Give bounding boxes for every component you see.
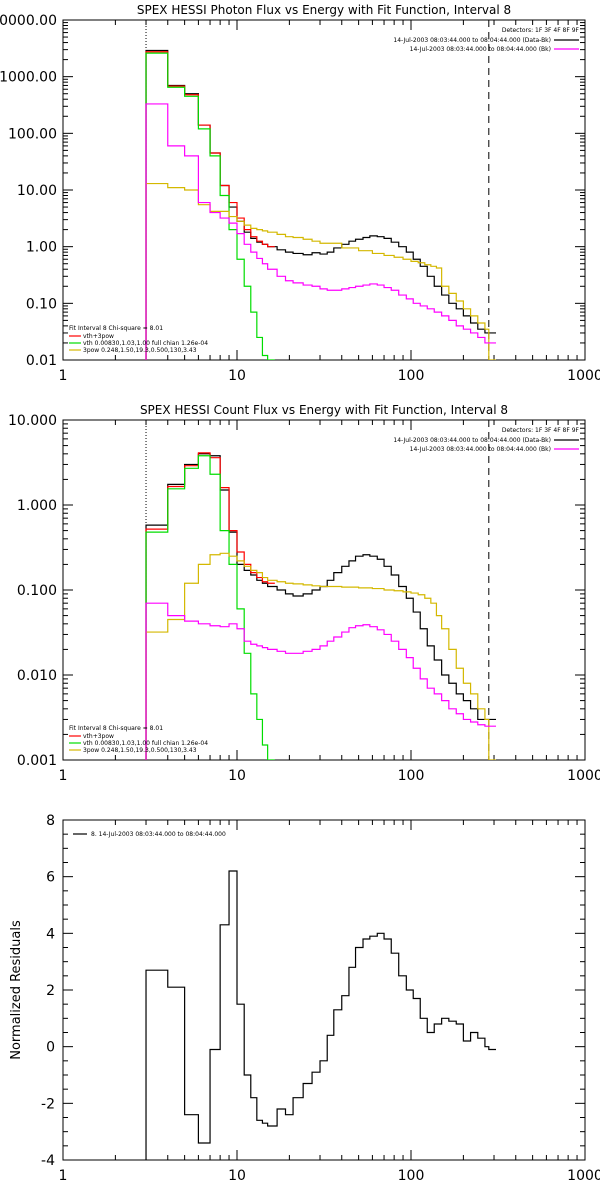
x-tick-label: 1 bbox=[59, 768, 68, 784]
legend-entry-label: 14-Jul-2003 08:03:44.000 to 08:04:44.000… bbox=[410, 46, 551, 53]
y-tick-label: 0.100 bbox=[17, 583, 57, 599]
x-tick-label: 1 bbox=[59, 1168, 68, 1184]
y-tick-label: 8 bbox=[46, 813, 55, 829]
plot-area bbox=[145, 49, 497, 360]
legend-entry-label: 14-Jul-2003 08:03:44.000 to 08:04:44.000… bbox=[393, 37, 551, 44]
legend-entry-label: 14-Jul-2003 08:03:44.000 to 08:04:44.000… bbox=[393, 437, 551, 444]
x-tick-label: 1000 bbox=[567, 768, 600, 784]
y-tick-label: 10.000 bbox=[8, 413, 57, 429]
series-line-vth bbox=[145, 52, 275, 360]
y-tick-label: 0 bbox=[46, 1040, 55, 1056]
chart-title: SPEX HESSI Photon Flux vs Energy with Fi… bbox=[137, 3, 511, 17]
legend-topright: Detectors: 1F 3F 4F 8F 9F 14-Jul-2003 08:… bbox=[393, 427, 579, 453]
plot-area bbox=[145, 452, 497, 760]
x-tick-label: 10 bbox=[228, 368, 246, 384]
y-axis-label: Normalized Residuals bbox=[9, 920, 24, 1060]
legend-entry-label: 8. 14-Jul-2003 08:03:44.000 to 08:04:44.… bbox=[91, 831, 226, 838]
legend-entry-label: 14-Jul-2003 08:03:44.000 to 08:04:44.000… bbox=[410, 446, 551, 453]
y-tick-label: 1.00 bbox=[26, 240, 57, 256]
x-tick-label: 10 bbox=[228, 768, 246, 784]
series-line-vth-3pow bbox=[145, 452, 275, 760]
legend-title: Detectors: 1F 3F 4F 8F 9F bbox=[502, 427, 580, 434]
series-line-3pow bbox=[145, 182, 497, 360]
plot-area bbox=[145, 870, 497, 1160]
chart-panel-2: SPEX HESSI Count Flux vs Energy with Fit… bbox=[8, 403, 600, 784]
y-tick-label: 0.01 bbox=[26, 353, 57, 369]
legend-entry-label: vth 0.00830,1.03,1.00 full chian 1.26e-0… bbox=[83, 340, 208, 347]
y-tick-label: 6 bbox=[46, 870, 55, 886]
plot-frame bbox=[62, 819, 586, 1161]
series-line-3pow bbox=[145, 552, 497, 760]
legend-entry-label: vth+3pow bbox=[83, 333, 114, 340]
legend-topleft: 8. 14-Jul-2003 08:03:44.000 to 08:04:44.… bbox=[73, 831, 226, 838]
legend-title: Fit Interval 8 Chi-square = 8.01 bbox=[69, 725, 163, 732]
y-tick-label: 0.010 bbox=[17, 668, 57, 684]
x-tick-label: 100 bbox=[398, 368, 425, 384]
chart-panel-1: SPEX HESSI Photon Flux vs Energy with Fi… bbox=[0, 3, 600, 384]
x-tick-label: 100 bbox=[398, 1168, 425, 1184]
y-tick-label: -4 bbox=[41, 1153, 55, 1169]
y-tick-label: 1.000 bbox=[17, 498, 57, 514]
y-tick-label: 2 bbox=[46, 983, 55, 999]
chart-title: SPEX HESSI Count Flux vs Energy with Fit… bbox=[140, 403, 508, 417]
legend-bottomleft: Fit Interval 8 Chi-square = 8.01vth+3pow… bbox=[69, 325, 208, 354]
y-tick-label: -2 bbox=[41, 1096, 55, 1112]
x-tick-label: 100 bbox=[398, 768, 425, 784]
legend-title: Fit Interval 8 Chi-square = 8.01 bbox=[69, 325, 163, 332]
y-tick-label: 0.10 bbox=[26, 296, 57, 312]
legend-topright: Detectors: 1F 3F 4F 8F 9F 14-Jul-2003 08:… bbox=[393, 27, 579, 53]
series-line-bk bbox=[145, 602, 497, 760]
legend-bottomleft: Fit Interval 8 Chi-square = 8.01vth+3pow… bbox=[69, 725, 208, 754]
plot-frame bbox=[62, 419, 586, 761]
series-line-vth bbox=[145, 455, 275, 760]
chart-panel-3: 1 10 100 1000 -4 -2 0 2 4 6 8 Normalized Residuals 8… bbox=[9, 813, 600, 1184]
series-line-series-0 bbox=[145, 870, 497, 1160]
legend-entry-label: 3pow 0.248,1.50,19.3,0.500,130,3.43 bbox=[83, 747, 197, 754]
legend-entry-label: vth 0.00830,1.03,1.00 full chian 1.26e-0… bbox=[83, 740, 208, 747]
y-tick-label: 1000.00 bbox=[0, 70, 57, 86]
series-line-bk bbox=[145, 103, 497, 360]
y-tick-label: 0.001 bbox=[17, 753, 57, 769]
x-tick-label: 10 bbox=[228, 1168, 246, 1184]
y-tick-label: 100.00 bbox=[8, 126, 57, 142]
legend-title: Detectors: 1F 3F 4F 8F 9F bbox=[502, 27, 580, 34]
y-tick-label: 10.00 bbox=[17, 183, 57, 199]
x-tick-label: 1000 bbox=[567, 1168, 600, 1184]
x-tick-label: 1000 bbox=[567, 368, 600, 384]
y-tick-label: 4 bbox=[46, 926, 55, 942]
legend-entry-label: vth+3pow bbox=[83, 733, 114, 740]
plot-frame bbox=[62, 19, 586, 361]
x-tick-label: 1 bbox=[59, 368, 68, 384]
series-line-data-bk bbox=[145, 453, 497, 760]
legend-entry-label: 3pow 0.248,1.50,19.3,0.500,130,3.43 bbox=[83, 347, 197, 354]
